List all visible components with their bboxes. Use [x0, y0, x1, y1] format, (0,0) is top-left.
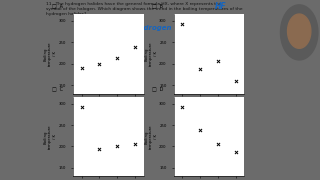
- Point: [132, 142, 137, 145]
- X-axis label: Hydrogen halide: Hydrogen halide: [193, 106, 225, 110]
- Point: [233, 79, 238, 82]
- Point: [97, 62, 102, 65]
- Polygon shape: [281, 5, 318, 60]
- X-axis label: Hydrogen halide: Hydrogen halide: [92, 106, 124, 110]
- Text: HCl: HCl: [214, 14, 229, 23]
- Point: [215, 60, 220, 62]
- Point: [79, 66, 84, 69]
- Text: Hydrogen binding: Hydrogen binding: [133, 25, 204, 31]
- Text: □  D: □ D: [152, 86, 164, 91]
- Text: HI: HI: [219, 40, 228, 49]
- Point: [180, 22, 185, 25]
- Text: □  C: □ C: [52, 86, 63, 91]
- Y-axis label: Boiling
temperature
/ K: Boiling temperature / K: [44, 125, 57, 149]
- Y-axis label: Boiling
temperature
/ K: Boiling temperature / K: [145, 42, 158, 66]
- Point: [115, 57, 120, 60]
- Polygon shape: [288, 14, 311, 48]
- Text: HF: HF: [214, 2, 226, 11]
- Point: [215, 142, 220, 145]
- Y-axis label: Boiling
temperature
/ K: Boiling temperature / K: [145, 125, 158, 149]
- Point: [132, 46, 137, 49]
- Y-axis label: Boiling
temperature
/ K: Boiling temperature / K: [44, 42, 57, 66]
- Text: 11.  The hydrogen halides have the general formula HX, where X represents the
sy: 11. The hydrogen halides have the genera…: [46, 2, 243, 16]
- Point: [115, 145, 120, 148]
- Text: HBr: HBr: [219, 27, 235, 36]
- Point: [197, 67, 203, 70]
- Point: [97, 147, 102, 150]
- Point: [180, 105, 185, 108]
- Text: □  B: □ B: [152, 3, 164, 8]
- Point: [79, 105, 84, 108]
- Text: □  A: □ A: [52, 3, 63, 8]
- Point: [197, 129, 203, 132]
- Point: [233, 150, 238, 153]
